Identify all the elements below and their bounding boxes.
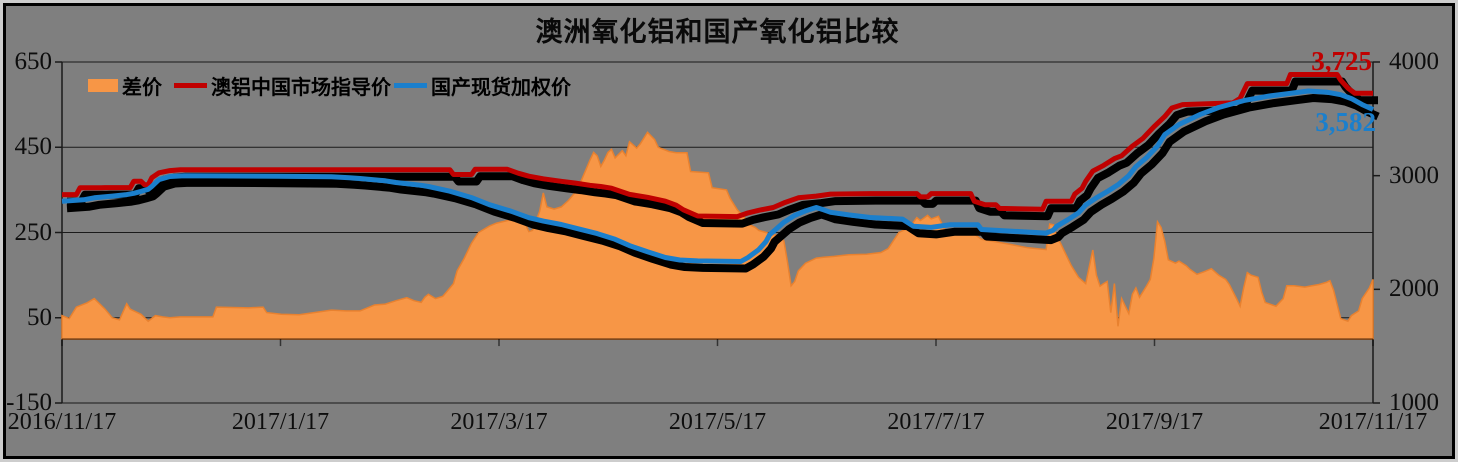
y-axis-right-label: 3000 bbox=[1389, 161, 1439, 189]
x-axis-date-label: 2017/5/17 bbox=[668, 409, 767, 435]
legend-label-diff: 差价 bbox=[122, 76, 162, 99]
y-axis-left-label: 650 bbox=[14, 48, 53, 75]
y-axis-left-label: 450 bbox=[14, 133, 53, 161]
legend-item-diff[interactable]: 差价 bbox=[88, 72, 162, 99]
x-axis-date-label: 2017/11/17 bbox=[1318, 409, 1428, 435]
x-axis-date-label: 2017/1/17 bbox=[231, 409, 330, 435]
y-axis-right-label: 1000 bbox=[1389, 389, 1439, 416]
legend-label-domestic-price: 国产现货加权价 bbox=[431, 76, 571, 99]
line-series-domestic-price bbox=[61, 88, 1375, 264]
x-axis-date-label: 2017/9/17 bbox=[1105, 409, 1204, 435]
data-label-red-last-value: 3,725 bbox=[1311, 46, 1372, 76]
y-axis-left-label: 50 bbox=[27, 303, 52, 331]
y-axis-left-label: 250 bbox=[14, 218, 53, 246]
area-swatch-icon bbox=[88, 78, 118, 92]
chart-title: 澳洲氧化铝和国产氧化铝比较 bbox=[535, 17, 900, 47]
legend-item-domestic-price[interactable]: 国产现货加权价 bbox=[394, 72, 571, 99]
y-axis-right-label: 2000 bbox=[1389, 275, 1439, 303]
legend-item-guide-price[interactable]: 澳铝中国市场指导价 bbox=[174, 72, 391, 99]
x-axis-date-label: 2017/3/17 bbox=[450, 409, 548, 435]
red-line-swatch-icon bbox=[174, 82, 207, 88]
line-shadow bbox=[66, 94, 1380, 273]
data-label-blue-last-value: 3,582 bbox=[1315, 107, 1376, 137]
area-series-diff bbox=[61, 131, 1374, 340]
x-axis-date-label: 2017/7/17 bbox=[887, 409, 985, 435]
y-axis-left-label: -150 bbox=[6, 389, 52, 416]
legend-label-guide-price: 澳铝中国市场指导价 bbox=[211, 76, 391, 99]
blue-line-swatch-icon bbox=[394, 82, 427, 88]
y-axis-right-label: 4000 bbox=[1389, 48, 1439, 75]
chart-frame-border bbox=[3, 3, 1455, 459]
x-axis-date-label: 2016/11/17 bbox=[7, 409, 117, 435]
line-series-guide-price bbox=[62, 72, 1373, 220]
